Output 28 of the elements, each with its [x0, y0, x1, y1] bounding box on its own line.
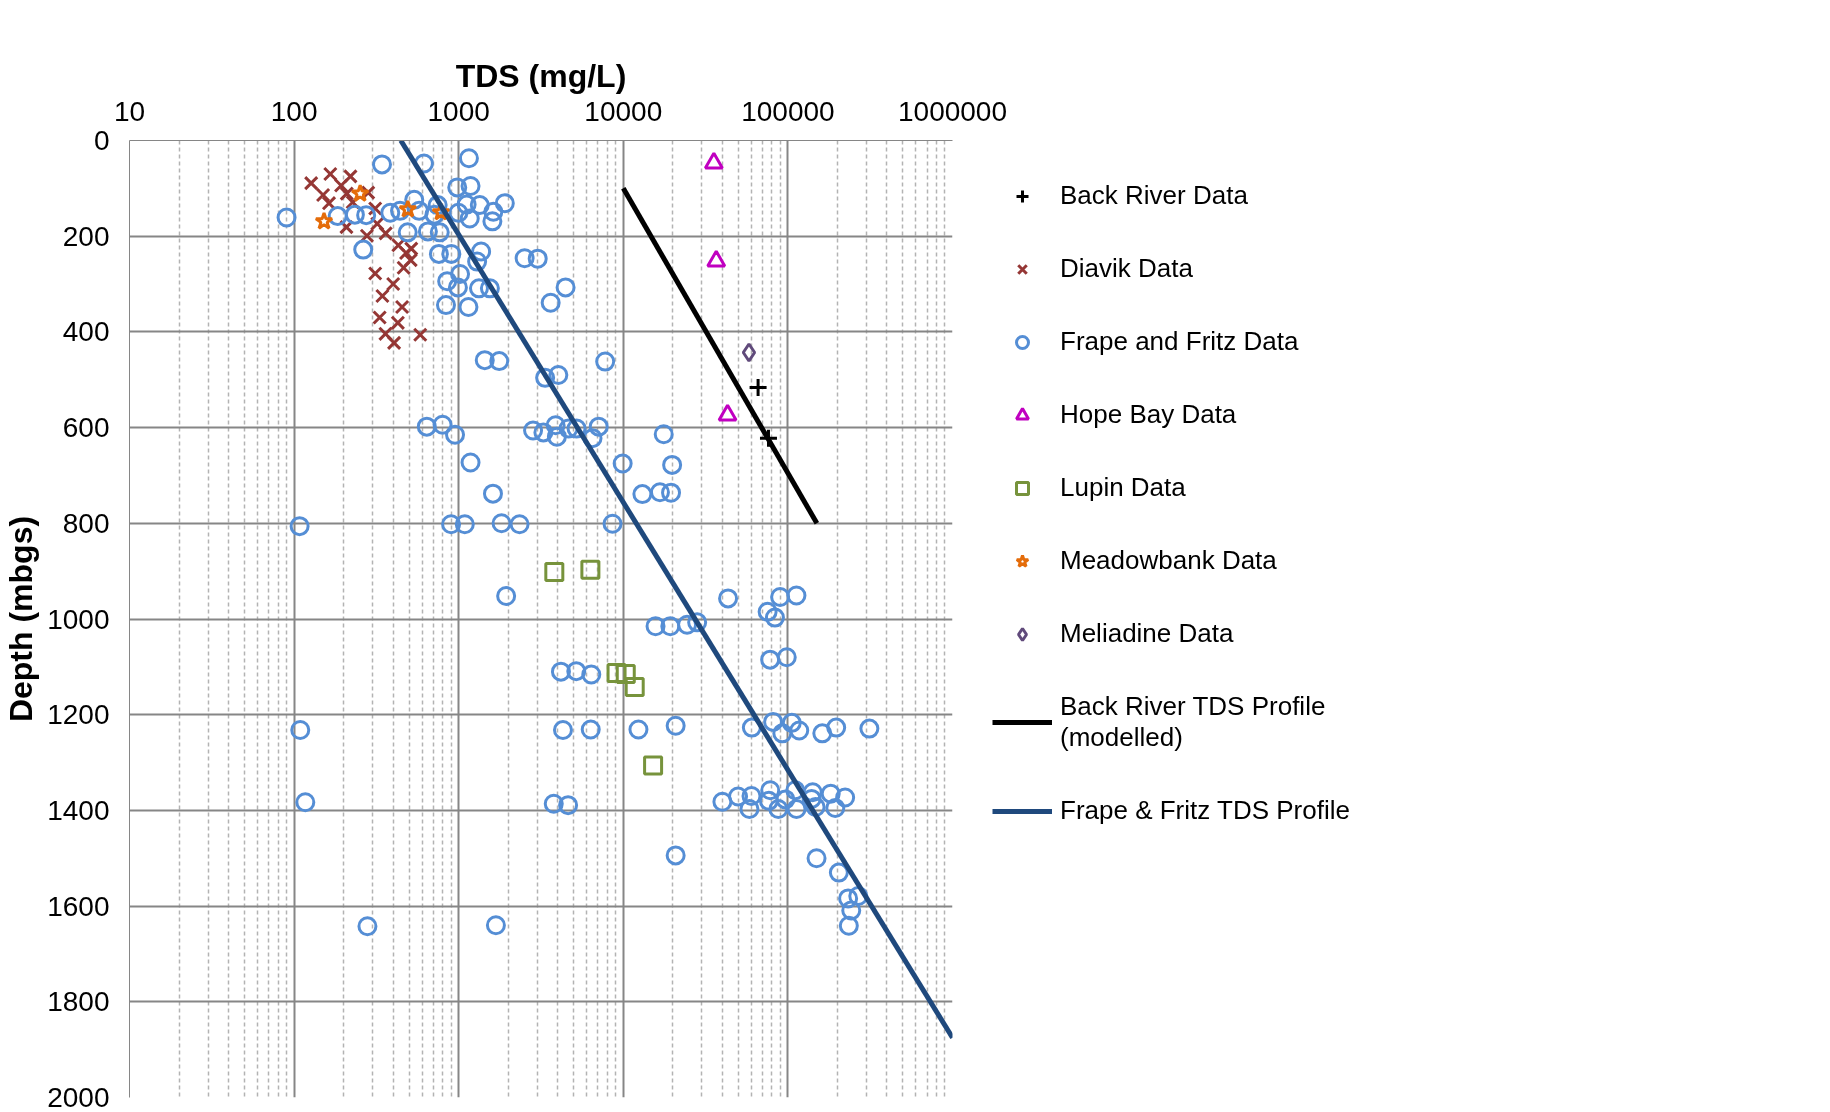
y-tick-label: 1000 — [47, 603, 110, 635]
legend-label: Frape and Fritz Data — [1060, 326, 1299, 357]
x-tick-label: 10000 — [584, 95, 663, 127]
y-tick-label: 1600 — [47, 890, 110, 922]
y-tick-label: 600 — [62, 412, 110, 444]
y-tick-label: 2000 — [47, 1082, 110, 1112]
y-tick-label: 0 — [93, 125, 110, 156]
legend-label: Diavik Data — [1060, 253, 1193, 284]
x-axis-title: TDS (mg/L) — [455, 57, 627, 94]
legend-label: Back River Data — [1060, 180, 1248, 211]
y-tick-label: 1800 — [47, 986, 110, 1018]
y-axis-title: Depth (mbgs) — [3, 515, 40, 723]
y-tick-label: 800 — [62, 507, 110, 539]
legend-label: Meadowbank Data — [1060, 545, 1277, 576]
x-tick-label: 1000 — [427, 95, 490, 127]
x-tick-label: 100000 — [741, 95, 835, 127]
x-tick-label: 10 — [113, 95, 146, 127]
x-tick-label: 1000000 — [898, 95, 1008, 127]
legend-label: Hope Bay Data — [1060, 399, 1237, 430]
y-tick-label: 1400 — [47, 794, 110, 826]
legend-label: Frape & Fritz TDS Profile — [1060, 795, 1350, 826]
y-tick-label: 200 — [62, 220, 110, 252]
x-tick-label: 100 — [270, 95, 318, 127]
y-tick-label: 400 — [62, 316, 110, 348]
legend-label: Back River TDS Profile (modelled) — [1060, 691, 1326, 753]
y-tick-label: 1200 — [47, 699, 110, 731]
legend-label: Lupin Data — [1060, 472, 1186, 503]
legend-label: Meliadine Data — [1060, 618, 1234, 649]
